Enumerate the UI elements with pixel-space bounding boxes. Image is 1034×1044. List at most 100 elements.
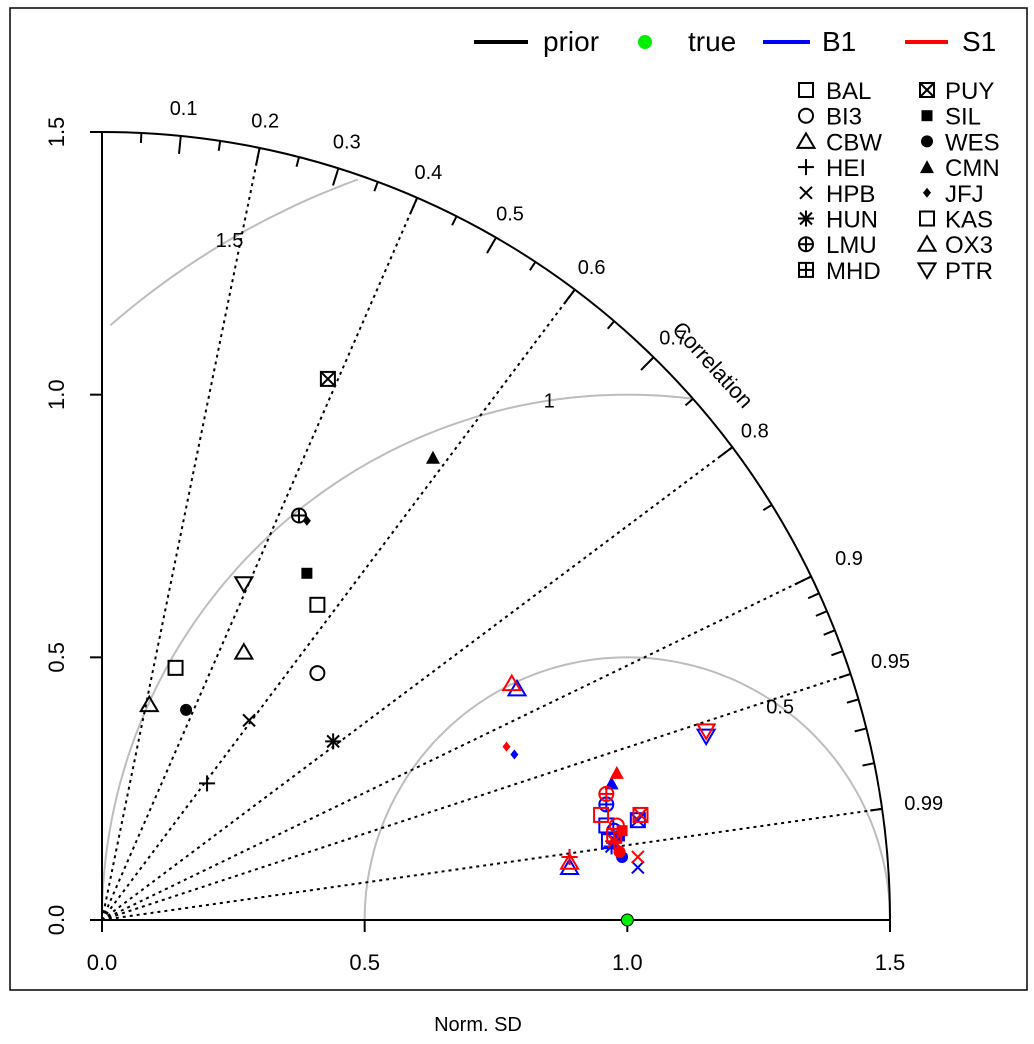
correlation-tick (255, 147, 261, 166)
x-tick-label: 1.0 (612, 950, 643, 975)
legend-symbol-hun (798, 210, 814, 227)
legend-station-hei: HEI (826, 155, 866, 182)
symbol-shape (606, 827, 623, 844)
point-s1-wes (613, 845, 626, 858)
correlation-label: 0.4 (414, 162, 442, 184)
point-s1-cmn (609, 765, 624, 779)
point-b1-jfj (510, 749, 519, 760)
point-s1-hpb (631, 850, 645, 864)
symbol-shape (510, 749, 519, 760)
rmsd-contours: 0.5 1 1.5 (101, 178, 891, 921)
correlation-axis-label: Correlation (667, 317, 758, 413)
legend-point-true (638, 35, 652, 49)
legend-station-hun: HUN (826, 207, 878, 234)
symbol-shape (695, 723, 717, 741)
correlation-tick (846, 698, 859, 704)
legend-symbol-bi3 (798, 107, 814, 124)
point-prior-bi3 (309, 665, 326, 682)
symbol-shape (233, 576, 255, 594)
symbol-shape (559, 857, 580, 875)
point-b1-ox3 (506, 678, 528, 697)
correlation-tick (815, 610, 828, 617)
correlation-tick (178, 135, 182, 154)
symbol-shape (613, 845, 626, 858)
legend-symbol-sil (921, 110, 933, 122)
legend-symbol-kas (919, 210, 935, 227)
correlation-tick (529, 261, 537, 271)
symbol-shape (919, 210, 935, 227)
symbol-stroke (799, 186, 813, 200)
point-prior-ox3 (233, 642, 255, 660)
correlation-ticks: 0.1 0.2 0.3 0.4 0.5 0.6 0.7 0.8 0.9 0.95 0.99 Corre… (139, 98, 943, 815)
point-s1-kas (606, 827, 623, 844)
legend-symbol-wes (921, 135, 933, 148)
correlation-tick (217, 140, 222, 151)
symbol-shape (795, 131, 817, 149)
legend-station-lmu: LMU (826, 232, 877, 259)
correlation-tick (373, 181, 379, 192)
legend-station-puy: PUY (945, 78, 994, 105)
point-true (620, 913, 634, 927)
symbol-shape (425, 450, 440, 464)
legend-station-sil: SIL (945, 104, 981, 131)
symbol-shape (301, 567, 313, 579)
symbol-shape (593, 806, 610, 823)
point-prior-hpb (242, 713, 256, 728)
symbol-shape (302, 515, 311, 526)
rmsd-contour-1 (101, 393, 692, 921)
outer-arc (101, 131, 891, 921)
symbol-stroke (799, 211, 813, 226)
legend-symbol-ox3 (916, 234, 938, 252)
legend-symbol-cbw (795, 131, 817, 149)
symbol-stroke (631, 850, 645, 864)
symbol-stroke (919, 82, 935, 98)
correlation-ray (101, 446, 733, 921)
symbol-shape (167, 659, 184, 676)
diagram-frame (101, 131, 891, 921)
symbol-shape (921, 110, 933, 122)
correlation-tick (794, 575, 812, 586)
correlation-label: 0.99 (904, 793, 943, 815)
symbol-stroke (631, 860, 645, 875)
legend-symbol-ptr (916, 262, 938, 280)
legend-station-cbw: CBW (826, 129, 882, 156)
symbol-shape (309, 665, 326, 682)
legend-station-ptr: PTR (945, 258, 993, 285)
correlation-tick (409, 197, 419, 215)
symbol-shape (501, 673, 523, 692)
correlation-ray (101, 197, 419, 921)
symbol-shape (559, 852, 580, 870)
x-tick-label: 0.0 (87, 950, 118, 975)
axes: 0.0 0.0 0.5 0.5 1.0 1.0 1.5 1.5 (44, 117, 905, 975)
point-prior-puy (319, 370, 336, 387)
point-b1-ptr (695, 728, 717, 747)
legend-station-mhd: MHD (826, 258, 881, 285)
rmsd-label: 0.5 (766, 696, 794, 718)
rmsd-contour-1.5 (109, 178, 359, 327)
data-points (139, 370, 717, 927)
point-prior-ptr (233, 576, 255, 594)
symbol-shape (502, 741, 511, 752)
correlation-ray (101, 147, 261, 921)
legend-symbol-mhd (798, 261, 814, 278)
symbol-shape (632, 806, 649, 823)
point-prior-hun (325, 733, 342, 750)
symbol-stroke (607, 834, 621, 848)
correlation-tick (854, 727, 867, 733)
legend-label-b1: B1 (822, 26, 856, 57)
y-tick-label: 1.0 (44, 379, 69, 410)
correlation-tick (870, 807, 883, 812)
x-tick-label: 1.5 (875, 950, 906, 975)
point-s1-ox3 (501, 673, 523, 692)
legend-label-prior: prior (543, 26, 599, 57)
legend-symbol-hpb (799, 186, 813, 200)
figure-frame (9, 7, 1028, 991)
symbol-shape (920, 160, 934, 174)
point-s1-hei (561, 848, 578, 865)
legend-symbol-lmu (798, 236, 814, 253)
correlation-tick (640, 356, 655, 371)
legend-station-kas: KAS (945, 207, 993, 234)
y-tick-label: 0.0 (44, 905, 69, 936)
correlation-tick (838, 672, 851, 679)
